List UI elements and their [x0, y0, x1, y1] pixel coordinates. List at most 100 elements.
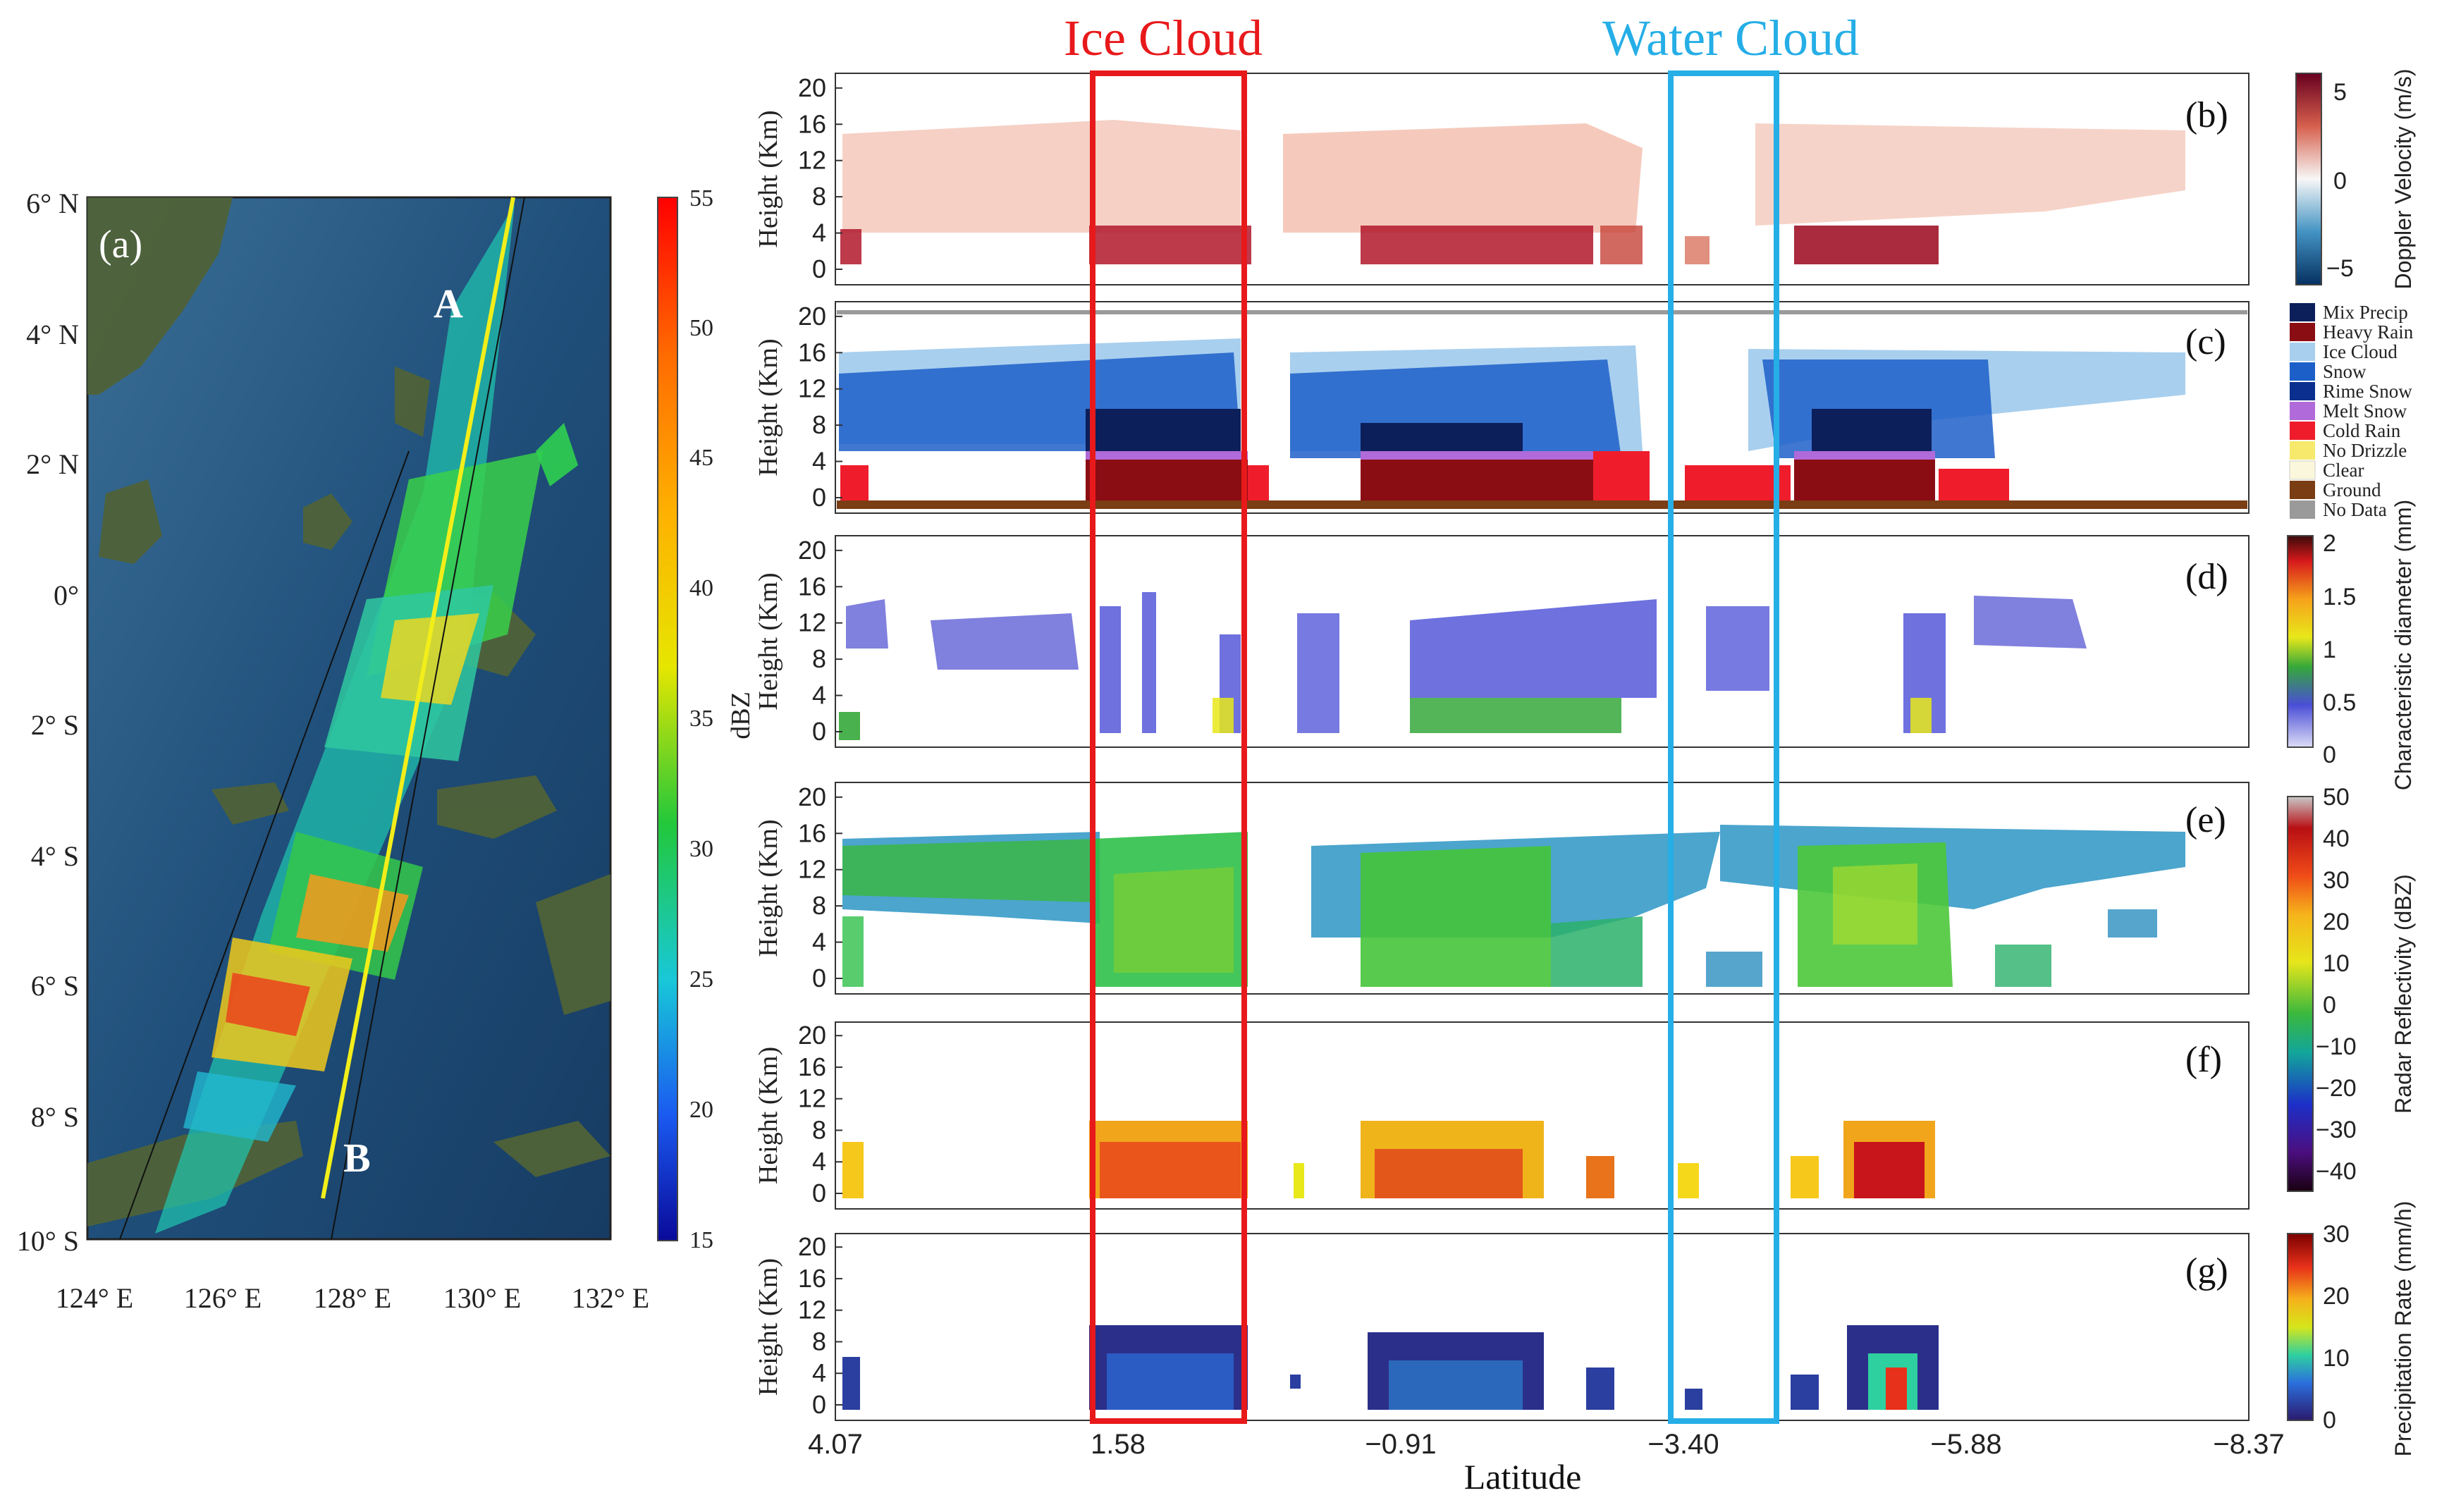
legend-label: Cold Rain	[2323, 420, 2401, 441]
panel-c-data	[837, 310, 2247, 509]
panel-g-colorbar-label: Precipitation Rate (mm/h)	[2390, 1201, 2416, 1457]
x-axis-ticks: 4.07 1.58 −0.91 −3.40 −5.88 −8.37	[808, 1429, 2285, 1460]
map-lon-tick: 128° E	[314, 1282, 391, 1314]
panel-g-cbar-tick: 0	[2323, 1407, 2336, 1434]
panel-d: (d) dBZ 2 1.5 1 0.5 0 Characteristic dia…	[726, 500, 2416, 791]
panel-e-colorbar-label: Radar Reflectivity (dBZ)	[2390, 874, 2416, 1114]
legend-swatch	[2290, 481, 2315, 499]
panel-d-cbar-tick: 0	[2323, 742, 2336, 768]
y-tick: 0	[812, 717, 826, 746]
panel-e-colorbar	[2287, 796, 2314, 1192]
x-tick: −0.91	[1365, 1429, 1436, 1460]
y-tick: 0	[812, 964, 826, 992]
map-panel-label: (a)	[99, 223, 142, 266]
y-tick: 12	[798, 1296, 826, 1324]
map-lon-tick: 130° E	[443, 1282, 521, 1314]
legend-label: Heavy Rain	[2323, 321, 2414, 343]
y-tick: 20	[798, 1021, 826, 1050]
y-tick: 20	[798, 73, 826, 102]
y-tick: 16	[798, 109, 826, 138]
y-tick: 4	[812, 928, 826, 957]
y-tick: 8	[812, 182, 826, 211]
legend-swatch	[2289, 460, 2316, 480]
y-tick: 20	[798, 1232, 826, 1261]
legend-swatch	[2290, 382, 2315, 400]
panel-g-colorbar	[2287, 1233, 2314, 1421]
panel-c: (c) Mix Precip Heavy Rain Ice Cloud Snow…	[835, 301, 2414, 520]
panel-g-cbar-tick: 30	[2323, 1221, 2350, 1248]
panel-d-data	[839, 592, 2087, 740]
panel-d-label: (d)	[2185, 557, 2228, 597]
y-tick: 16	[798, 818, 826, 847]
panel-e-cbar-tick: 20	[2323, 909, 2350, 935]
legend-label: No Data	[2323, 499, 2387, 520]
panel-b: (b) 5 0 −5 Doppler Velocity (m/s)	[835, 69, 2416, 289]
panel-b-colorbar	[2295, 73, 2322, 285]
map-lat-tick: 2° S	[31, 709, 79, 741]
panel-e-colorbar-ticks: 50 40 30 20 10 0 −10 −20 −30 −40	[2316, 784, 2357, 1185]
panel-d-cbar-tick: 1.5	[2323, 584, 2356, 610]
legend-swatch	[2290, 323, 2315, 341]
map-colorbar-tick: 15	[689, 1227, 713, 1253]
y-tick: 20	[798, 302, 826, 331]
panel-b-cbar-tick: 5	[2333, 79, 2347, 106]
y-tick: 16	[798, 1264, 826, 1293]
panel-e-cbar-tick: −30	[2316, 1117, 2357, 1143]
y-axis-label: Height (Km)	[754, 110, 783, 247]
y-tick: 16	[798, 338, 826, 367]
panel-e: (e) 50 40 30 20 10 0 −10 −20 −30 −40 Rad…	[835, 782, 2416, 1192]
map-lat-ticks: 6° N 4° N 2° N 0° 2° S 4° S 6° S 8° S 10…	[17, 188, 79, 1257]
y-tick: 4	[812, 1147, 826, 1176]
satellite-track	[321, 197, 515, 1199]
map-colorbar-tick: 20	[689, 1097, 713, 1123]
legend-label: Mix Precip	[2323, 302, 2408, 323]
map-lon-tick: 126° E	[184, 1282, 262, 1314]
panel-e-cbar-tick: −10	[2316, 1033, 2357, 1060]
panel-e-cbar-tick: 0	[2323, 992, 2336, 1019]
map-colorbar	[657, 197, 678, 1241]
y-tick: 12	[798, 855, 826, 884]
panel-e-cbar-tick: 30	[2323, 867, 2350, 894]
x-axis-label: Latitude	[1464, 1457, 1582, 1496]
map-lat-tick: 8° S	[31, 1101, 79, 1133]
water-cloud-title: Water Cloud	[1602, 10, 1859, 66]
legend-label: Clear	[2323, 460, 2364, 481]
legend-label: Rime Snow	[2323, 381, 2412, 402]
water-cloud-box	[1668, 70, 1779, 1424]
swath-edge-east	[331, 197, 525, 1240]
panel-e-data	[842, 825, 2185, 987]
y-tick: 16	[798, 1052, 826, 1081]
legend-swatch	[2290, 422, 2315, 440]
y-tick: 12	[798, 146, 826, 175]
panel-g-cbar-tick: 10	[2323, 1345, 2350, 1372]
panel-g-label: (g)	[2185, 1251, 2228, 1291]
legend-label: Snow	[2323, 361, 2367, 382]
map-lat-tick: 4° N	[26, 319, 79, 350]
map-colorbar-ticks: 55 50 45 40 35 30 25 20 15	[689, 185, 713, 1253]
y-tick: 8	[812, 644, 826, 673]
y-tick: 16	[798, 572, 826, 601]
panel-e-cbar-tick: 10	[2323, 950, 2350, 977]
y-tick: 8	[812, 891, 826, 920]
panel-e-cbar-tick: −20	[2316, 1075, 2357, 1102]
map-colorbar-tick: 35	[689, 706, 713, 732]
panel-g-colorbar-ticks: 30 20 10 0	[2323, 1221, 2350, 1434]
map-lat-tick: 6° S	[31, 970, 79, 1002]
track-point-a: A	[434, 281, 463, 326]
y-axis-label: Height (Km)	[754, 819, 783, 957]
panel-b-data	[840, 120, 2185, 264]
map-lon-tick: 132° E	[572, 1282, 649, 1314]
panel-f: (f)	[835, 1021, 2249, 1210]
y-tick: 0	[812, 254, 826, 283]
panel-f-label: (f)	[2185, 1040, 2222, 1080]
track-point-b: B	[343, 1135, 371, 1181]
y-tick: 0	[812, 483, 826, 512]
y-tick: 4	[812, 219, 826, 247]
x-tick: 1.58	[1091, 1429, 1146, 1460]
panel-d-colorbar	[2287, 535, 2314, 748]
panel-d-colorbar-label: Characteristic diameter (mm)	[2390, 500, 2416, 791]
x-tick: 4.07	[808, 1429, 863, 1460]
x-tick: −5.88	[1930, 1429, 2001, 1460]
map-panel: (a) A B 6° N 4° N 2° N 0° 2° S 4° S 6° S…	[17, 185, 713, 1314]
